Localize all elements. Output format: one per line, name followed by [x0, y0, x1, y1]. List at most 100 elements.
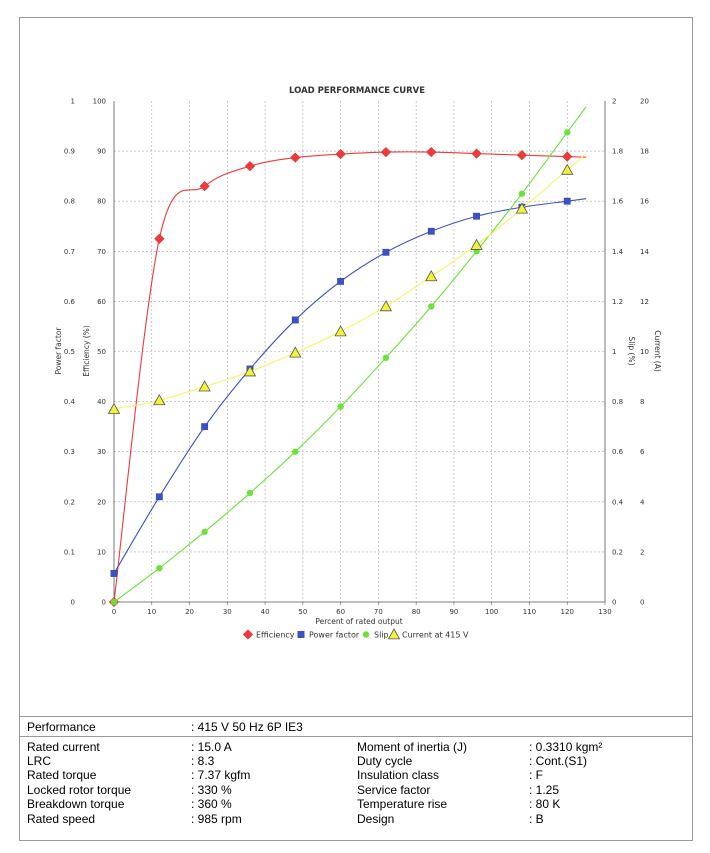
spec-value: : 0.3310 kgm²: [529, 740, 603, 754]
legend-current-at-415-v-marker: [387, 628, 401, 640]
spec-label: Locked rotor torque: [27, 783, 132, 797]
power-factor-tick: 0.4: [64, 398, 76, 406]
spec-label: Temperature rise: [357, 797, 448, 811]
slip-axis-title: Slip (%): [627, 336, 636, 365]
efficiency-point: [290, 152, 301, 163]
power-factor-tick: 0.9: [64, 148, 75, 156]
slip-tick: 1.4: [612, 248, 624, 256]
spec-value: : F: [529, 768, 543, 782]
x-tick-label: 80: [412, 608, 421, 616]
slip-point: [382, 354, 390, 361]
performance-label: Performance: [27, 720, 96, 734]
current-at-415-v-point: [561, 163, 574, 175]
x-tick-label: 50: [298, 608, 307, 616]
spec-label: Breakdown torque: [27, 797, 125, 811]
power-factor-tick: 0.1: [64, 548, 75, 556]
spec-value: : Cont.(S1): [529, 754, 588, 768]
current-at-415-v-point: [515, 202, 529, 214]
efficiency-point: [516, 149, 528, 161]
efficiency-point: [471, 148, 482, 159]
efficiency-point: [380, 146, 392, 158]
spec-label: Rated speed: [27, 812, 96, 826]
power-factor-point: [382, 248, 390, 256]
slip-tick: 1.6: [612, 198, 624, 206]
spec-label: Service factor: [357, 783, 431, 797]
current-at-415-v-point: [425, 270, 438, 282]
load-performance-chart: LOAD PERFORMANCE CURVE 0 10 20 30 40 50 60 70 80…: [54, 86, 662, 640]
power-factor-point: [201, 423, 209, 431]
legend-slip-marker: [362, 631, 370, 638]
slip-point: [564, 129, 571, 136]
slip-tick: 0.8: [612, 398, 623, 406]
x-tick-label: 70: [374, 608, 383, 616]
current-tick: 4: [640, 498, 645, 506]
power-factor-tick: 0.2: [64, 498, 75, 506]
legend-current-at-415-v-label: Current at 415 V: [402, 631, 469, 640]
spec-value: : 330 %: [191, 783, 232, 797]
legend-slip-label: Slip: [374, 631, 389, 640]
chart-legend: Efficiency Power factor Slip Current at 415…: [242, 628, 469, 640]
legend-power-factor-label: Power factor: [309, 631, 360, 640]
efficiency-tick: 80: [97, 198, 106, 206]
legend-efficiency-label: Efficiency: [256, 631, 295, 640]
x-tick-label: 90: [449, 608, 458, 616]
spec-label: Duty cycle: [357, 754, 413, 768]
power-factor-axis-title: Power factor: [54, 327, 63, 375]
legend-efficiency-marker: [242, 629, 254, 640]
current-tick: 20: [640, 98, 649, 106]
slip-point: [337, 403, 344, 410]
efficiency-tick: 30: [97, 448, 106, 456]
current-tick: 14: [640, 248, 649, 256]
efficiency-point: [244, 160, 256, 172]
efficiency-point: [154, 233, 165, 244]
slip-tick: 1.2: [612, 298, 623, 306]
slip-point: [518, 190, 526, 197]
x-tick-label: 130: [598, 608, 611, 616]
power-factor-point: [473, 212, 480, 220]
current-at-415-v-point: [153, 394, 166, 406]
power-factor-tick: 1: [71, 98, 75, 106]
chart-title: LOAD PERFORMANCE CURVE: [289, 86, 425, 96]
x-tick-label: 100: [485, 608, 498, 616]
current-tick: 8: [640, 398, 644, 406]
spec-value: : B: [529, 812, 544, 826]
efficiency-tick: 70: [97, 248, 106, 256]
power-factor-tick: 0.7: [64, 248, 75, 256]
spec-label: Rated torque: [27, 768, 97, 782]
efficiency-tick: 60: [97, 298, 106, 306]
current-tick: 0: [640, 599, 644, 607]
power-factor-tick: 0.8: [64, 198, 75, 206]
spec-label: LRC: [27, 754, 52, 768]
power-factor-point: [291, 316, 299, 324]
spec-label: Design: [357, 812, 395, 826]
slip-tick: 0: [612, 599, 616, 607]
x-tick-label: 10: [147, 608, 156, 616]
performance-value: : 415 V 50 Hz 6P IE3: [191, 720, 303, 734]
power-factor-point: [563, 197, 571, 205]
current-at-415-v-point: [289, 346, 302, 358]
current-tick: 6: [640, 448, 645, 456]
spec-value: : 8.3: [191, 754, 215, 768]
x-tick-label: 110: [523, 608, 536, 616]
x-tick-label: 60: [336, 608, 345, 616]
efficiency-point: [426, 146, 437, 158]
x-tick-label: 20: [185, 608, 194, 616]
power-factor-point: [110, 570, 118, 577]
efficiency-tick: 0: [102, 599, 106, 607]
efficiency-point: [335, 148, 346, 160]
spec-value: : 985 rpm: [191, 812, 242, 826]
chart-series: [107, 106, 587, 608]
slip-tick: 1: [612, 348, 616, 356]
current-tick: 12: [640, 298, 649, 306]
power-factor-tick: 0.5: [64, 348, 75, 356]
slip-point: [428, 303, 435, 310]
current-tick: 10: [640, 348, 649, 356]
current-tick: 18: [640, 148, 649, 156]
efficiency-point: [199, 181, 210, 192]
spec-value: : 360 %: [191, 797, 232, 811]
spec-label: Insulation class: [357, 768, 440, 782]
current-at-415-v-point: [243, 365, 257, 377]
slip-tick: 0.6: [612, 448, 624, 456]
spec-label: Moment of inertia (J): [357, 740, 468, 754]
spec-value: : 7.37 kgfm: [191, 768, 251, 782]
